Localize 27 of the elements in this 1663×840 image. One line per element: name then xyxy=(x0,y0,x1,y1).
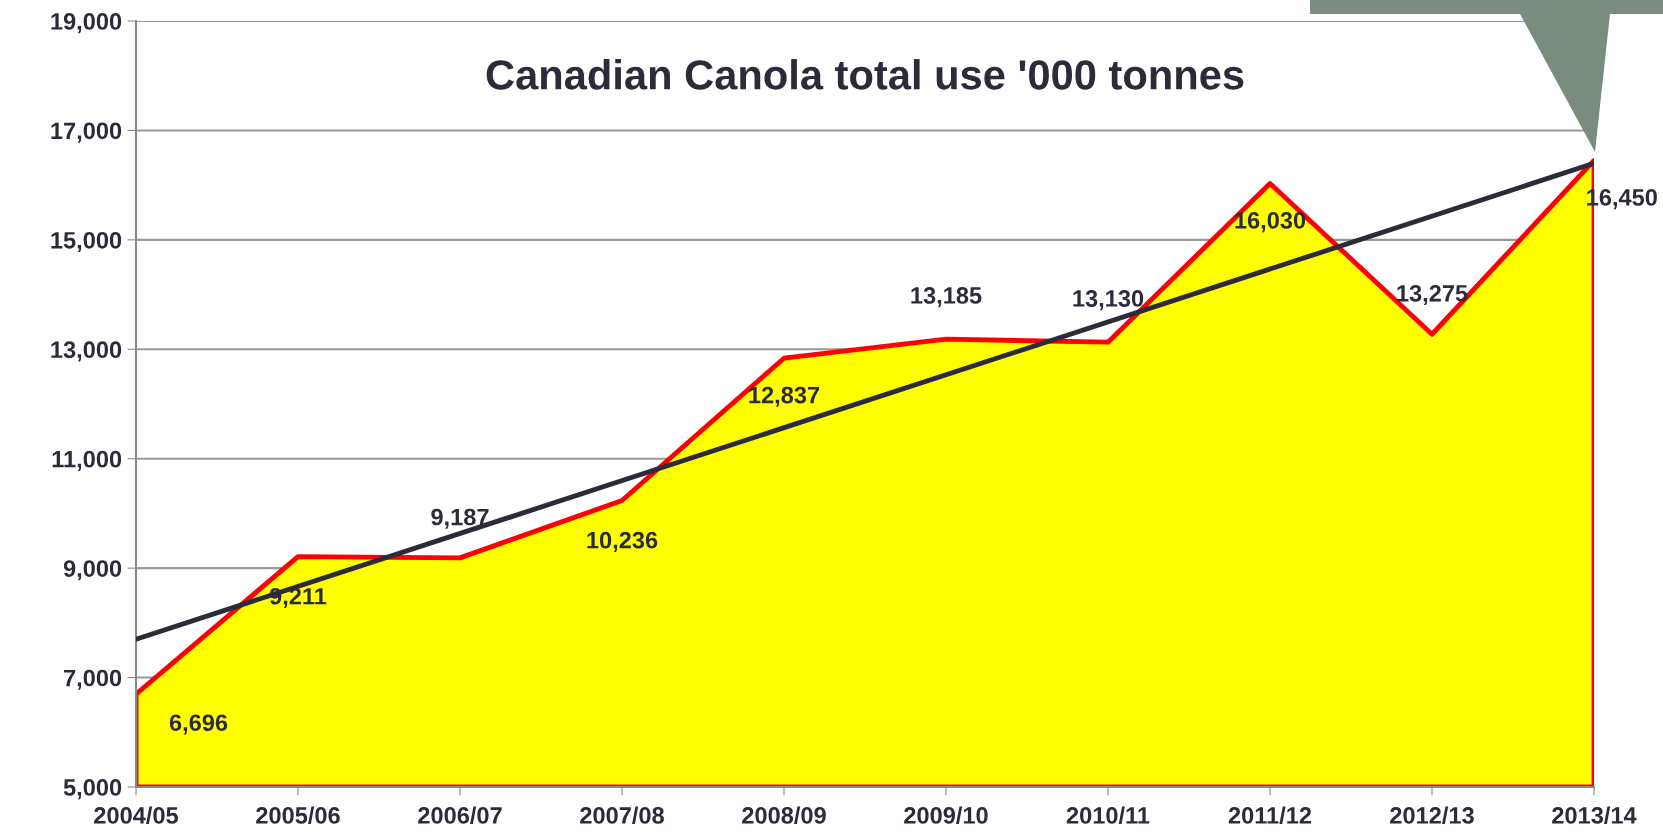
x-tick-label: 2013/14 xyxy=(1552,806,1637,825)
text: Canadian Canola total use '000 tonnes xyxy=(486,59,1244,90)
x-tick-label: 2008/09 xyxy=(742,806,826,825)
y-tick-label: 11,000 xyxy=(52,450,122,471)
x-tick-label: 2011/12 xyxy=(1228,806,1312,825)
x-tick-label: 2005/06 xyxy=(256,806,340,825)
x-tick-label: 2012/13 xyxy=(1390,806,1474,825)
y-tick-label: 7,000 xyxy=(64,669,122,690)
y-tick-label: 5,000 xyxy=(63,779,122,800)
data-label: 6,696 xyxy=(169,714,228,735)
x-tick-label: 2007/08 xyxy=(580,806,664,825)
y-tick-label: 13,000 xyxy=(51,341,122,362)
y-tick-label: 9,000 xyxy=(63,560,122,581)
x-tick-label: 2006/07 xyxy=(418,806,502,825)
y-tick-label: 19,000 xyxy=(51,13,122,34)
data-label: 9,187 xyxy=(431,508,489,529)
data-label: 13,275 xyxy=(1397,284,1468,306)
x-tick-label: 2010/11 xyxy=(1066,806,1150,825)
data-label: 13,130 xyxy=(1073,290,1144,311)
y-tick-label: 17,000 xyxy=(51,122,122,143)
y-tick-label: 15,000 xyxy=(51,231,122,253)
data-label: 12,837 xyxy=(749,386,820,407)
data-label: 13,185 xyxy=(911,287,982,308)
x-tick-label: 2009/10 xyxy=(904,806,988,825)
x-tick-label: 2004/05 xyxy=(94,806,179,825)
data-label: 16,030 xyxy=(1235,212,1306,233)
data-label: 10,236 xyxy=(587,531,658,552)
